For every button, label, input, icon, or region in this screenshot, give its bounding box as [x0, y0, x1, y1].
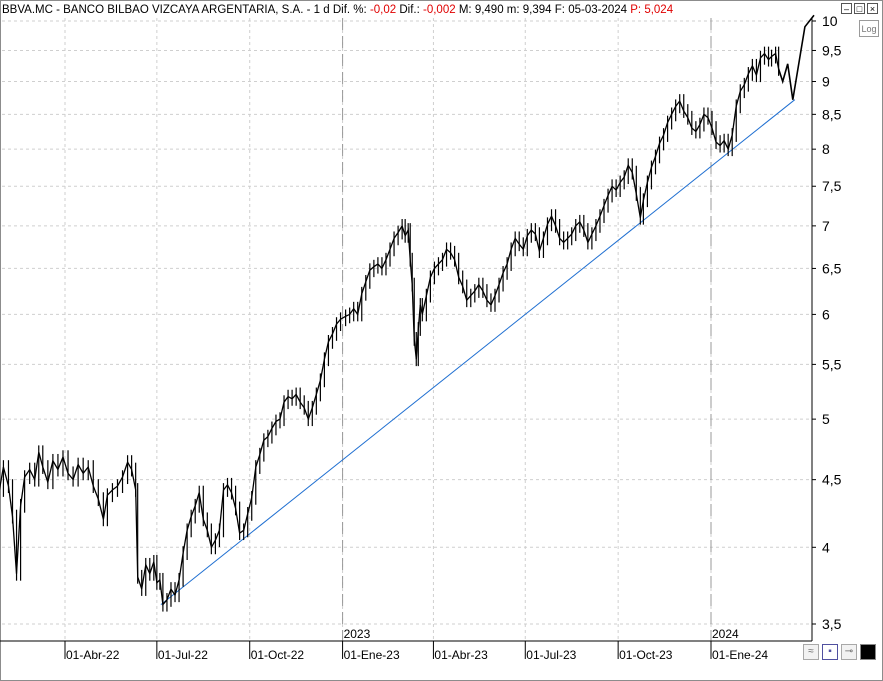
- dif-value: -0,002: [423, 4, 456, 16]
- max-value: 9,490: [474, 4, 504, 16]
- dif-label: Dif.:: [399, 4, 420, 16]
- log-scale-button[interactable]: Log: [859, 20, 879, 37]
- maximize-button[interactable]: □: [854, 3, 865, 14]
- year-label: 2024: [712, 627, 739, 641]
- projection-line[interactable]: [777, 14, 815, 100]
- y-tick-label: 4,5: [822, 472, 842, 488]
- chart-title-bar: BBVA.MC - BANCO BILBAO VIZCAYA ARGENTARI…: [2, 4, 674, 16]
- axes: [0, 18, 816, 659]
- y-tick-label: 8: [822, 141, 830, 157]
- pin-icon[interactable]: ⊸: [841, 644, 857, 660]
- pct-value: -0,02: [369, 4, 397, 16]
- y-tick-label: 6,5: [822, 260, 842, 276]
- bottom-toolbar: ≈ ▪ ⊸: [803, 644, 876, 660]
- wave-icon[interactable]: ≈: [803, 644, 819, 660]
- window-controls: – □ ×: [841, 3, 878, 14]
- p-value: 5,024: [644, 4, 674, 16]
- y-tick-label: 9: [822, 74, 830, 90]
- x-tick-label: 01-Abr-22: [66, 648, 120, 662]
- y-tick-label: 3,5: [822, 616, 842, 632]
- y-tick-label: 10: [822, 13, 838, 29]
- y-tick-label: 5: [822, 411, 830, 427]
- save-icon[interactable]: ▪: [822, 644, 838, 660]
- x-tick-label: 01-Jul-23: [526, 648, 576, 662]
- y-tick-label: 8,5: [822, 106, 842, 122]
- price-series: [0, 46, 780, 612]
- y-tick-label: 7,5: [822, 178, 842, 194]
- date-value: 05-03-2024: [568, 4, 628, 16]
- p-label: P:: [630, 4, 642, 16]
- x-tick-label: 01-Oct-22: [251, 648, 305, 662]
- min-label: m:: [506, 4, 520, 16]
- year-dividers: [342, 18, 712, 641]
- y-tick-label: 5,5: [822, 356, 842, 372]
- x-tick-label: 01-Abr-23: [434, 648, 488, 662]
- x-tick-label: 01-Ene-24: [712, 648, 768, 662]
- x-tick-label: 01-Oct-23: [619, 648, 673, 662]
- min-value: 9,394: [522, 4, 552, 16]
- period: 1 d: [313, 4, 330, 16]
- projection-path[interactable]: [777, 14, 815, 100]
- max-label: M:: [458, 4, 472, 16]
- grid-lines: [2, 18, 812, 641]
- color-swatch[interactable]: [860, 644, 876, 660]
- y-tick-label: 7: [822, 218, 830, 234]
- minimize-button[interactable]: –: [841, 3, 852, 14]
- price-line: [0, 52, 780, 607]
- x-tick-label: 01-Jul-22: [158, 648, 208, 662]
- year-label: 2023: [344, 627, 371, 641]
- y-tick-label: 6: [822, 306, 830, 322]
- x-tick-label: 01-Ene-23: [344, 648, 400, 662]
- x-axis-labels: 01-Abr-22 01-Jul-22 01-Oct-22 01-Ene-23 01-A…: [66, 627, 768, 662]
- symbol-name: BBVA.MC - BANCO BILBAO VIZCAYA ARGENTARI…: [2, 4, 304, 16]
- date-label: F:: [554, 4, 565, 16]
- y-axis-labels: 3,5 4 4,5 5 5,5 6 6,5 7 7,5 8 8,5 9 9,5 10: [822, 13, 842, 632]
- close-button[interactable]: ×: [867, 3, 878, 14]
- trendline-path[interactable]: [160, 99, 796, 605]
- y-tick-label: 9,5: [822, 42, 842, 58]
- trendline[interactable]: [160, 99, 796, 605]
- y-tick-label: 4: [822, 539, 830, 555]
- pct-label: Dif. %:: [332, 4, 367, 16]
